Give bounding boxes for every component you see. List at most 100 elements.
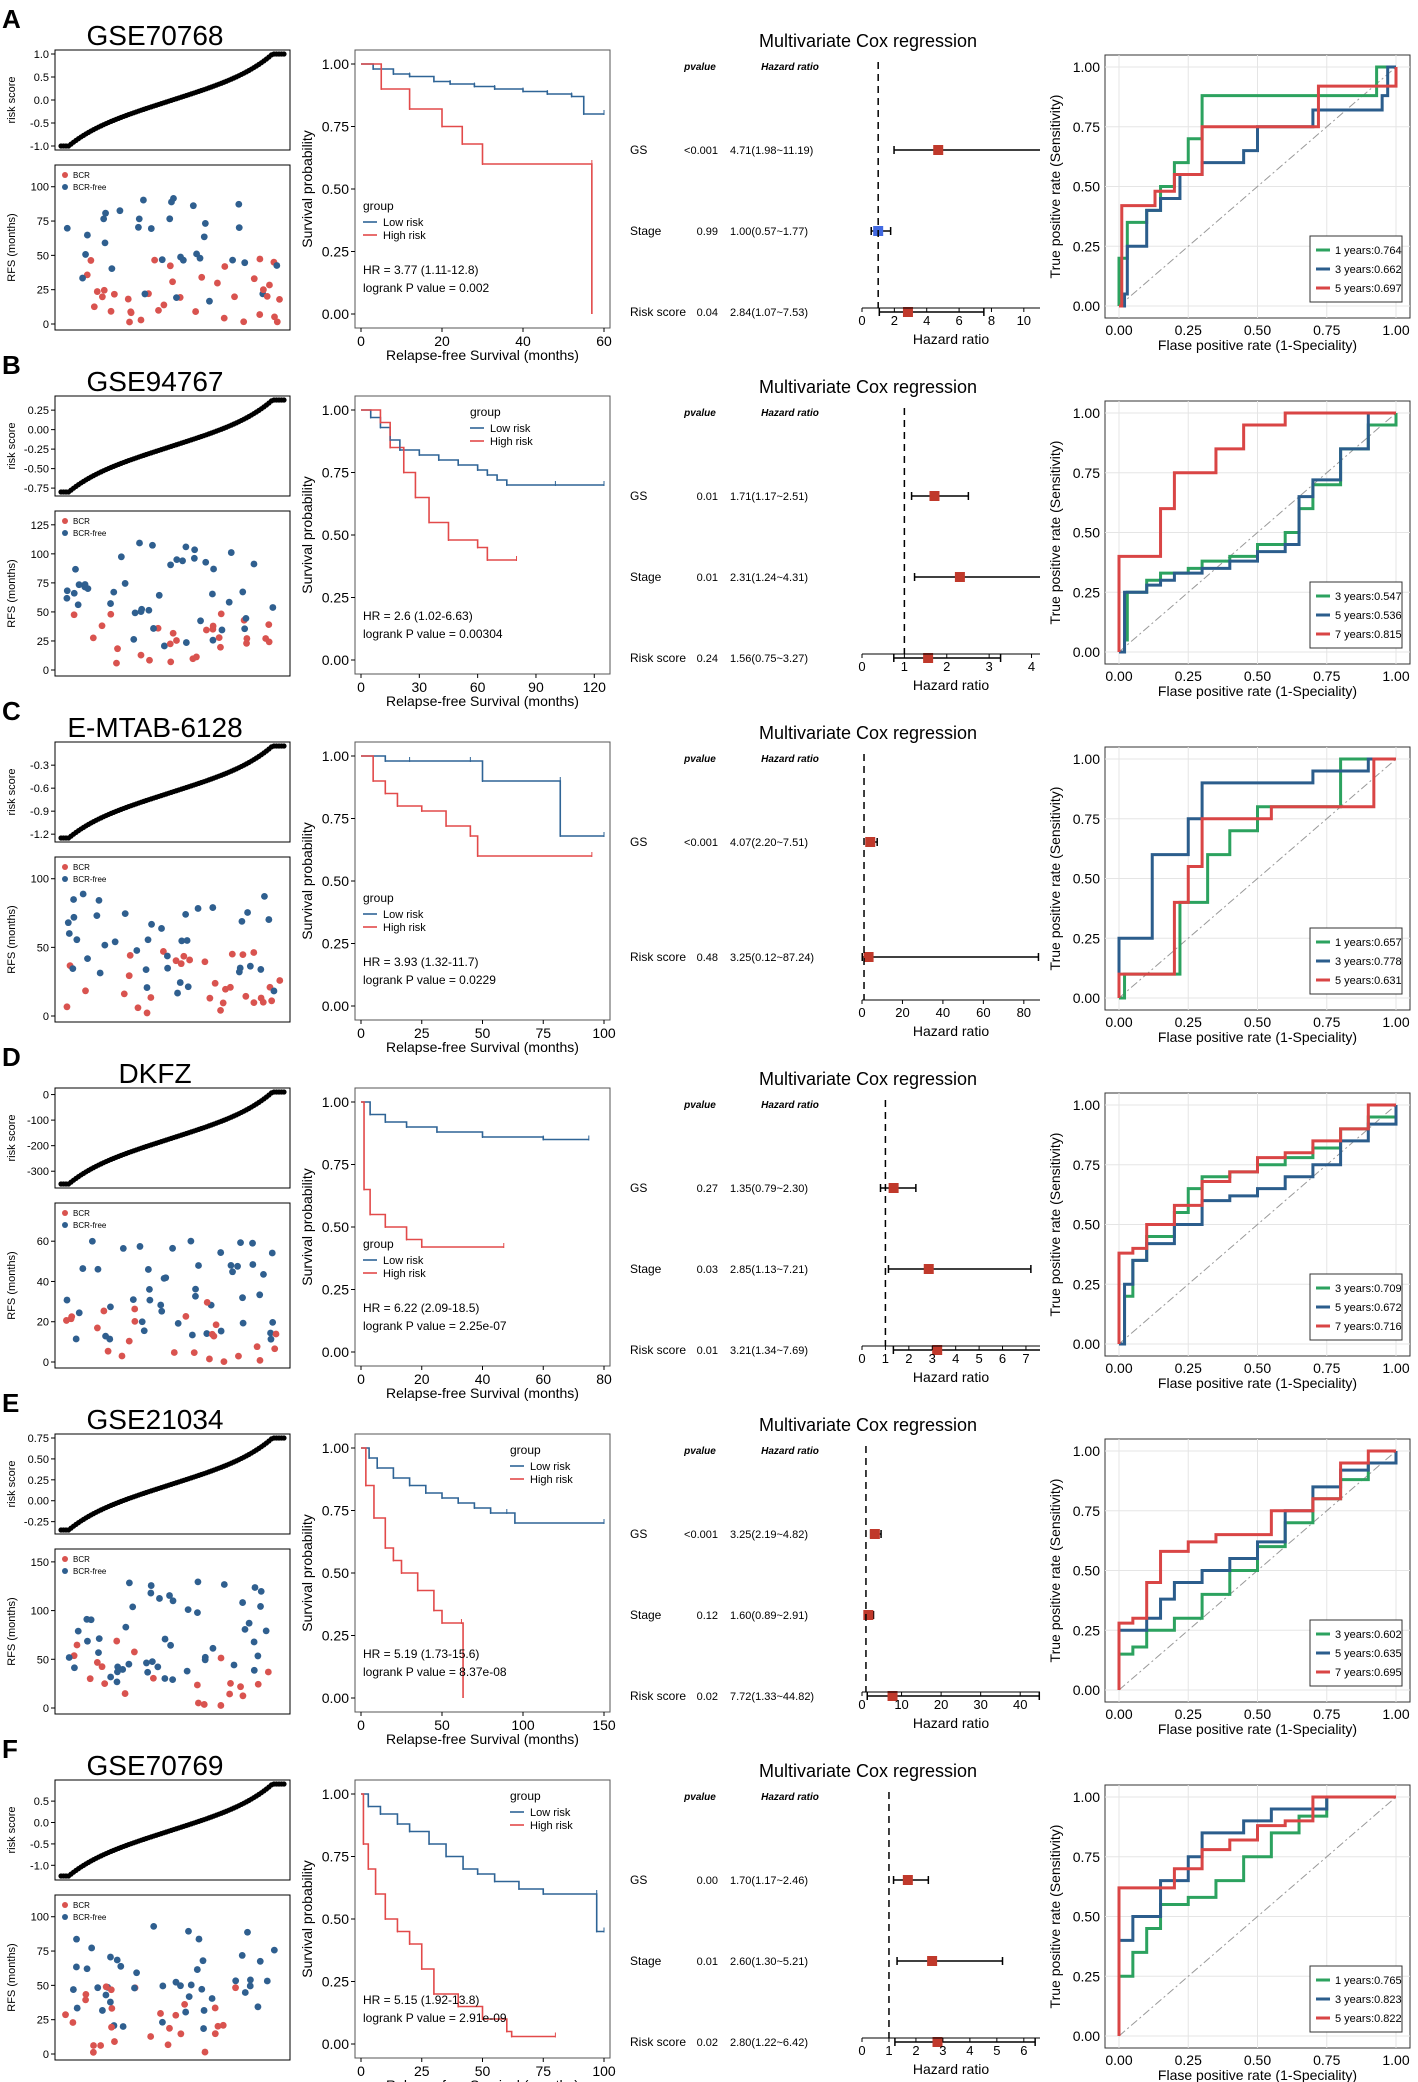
bcr-point (209, 622, 217, 630)
cox-row-hr: 2.31(1.24~4.31) (730, 572, 808, 584)
bcrfree-point (107, 1953, 114, 1961)
bcr-legend-dot (62, 864, 68, 870)
bcr-point (131, 1317, 139, 1325)
bcr-point (137, 651, 145, 659)
cox-estimate-marker (887, 1691, 898, 1701)
bcrfree-point (73, 1963, 80, 1971)
risk-tick-label: 0.50 (28, 1454, 49, 1466)
cox-pvalue-header: pvalue (683, 1446, 716, 1457)
roc-diagonal (1118, 412, 1397, 653)
bcr-point (271, 1345, 279, 1353)
roc-legend-label: 5 years:0.672 (1335, 1302, 1402, 1314)
risk-plot-frame (54, 1779, 291, 1881)
roc-legend-label: 5 years:0.697 (1335, 283, 1402, 295)
bcr-point (82, 1990, 90, 1998)
bcrfree-point (63, 224, 71, 232)
cox-tick-label: 0 (858, 1005, 865, 1020)
roc-ytick-label: 0.25 (1073, 1276, 1100, 1292)
bcrfree-point (71, 1664, 78, 1672)
bcr-point (155, 306, 162, 314)
bcrfree-point (107, 1303, 114, 1311)
roc-ylabel: True positive rate (Sensitivity) (1047, 441, 1063, 625)
rfs-tick-label: 25 (37, 636, 49, 648)
roc-xtick-label: 0.25 (1175, 2052, 1202, 2068)
bcrfree-point (102, 209, 109, 217)
bcr-point (250, 275, 258, 283)
km-logrank-text: logrank P value = 2.25e-07 (363, 1319, 507, 1333)
bcr-point (211, 979, 219, 987)
rfs-tick-label: 50 (37, 607, 49, 619)
roc-ytick-label: 0.50 (1073, 871, 1100, 887)
bcr-point (98, 1663, 106, 1671)
cox-row-pvalue: 0.00 (697, 1875, 718, 1887)
cox-title: Multivariate Cox regression (759, 377, 977, 397)
cox-estimate-marker (888, 1183, 899, 1193)
bcr-point (256, 255, 264, 263)
km-hr-text: HR = 5.15 (1.92-13.8) (363, 1993, 479, 2007)
bcrfree-point (69, 965, 77, 973)
km-legend-high-label: High risk (383, 922, 426, 934)
cox-row-hr: 3.21(1.34~7.69) (730, 1345, 808, 1357)
bcrfree-point (250, 1666, 258, 1674)
rfs-tick-label: 60 (37, 1236, 49, 1248)
rfs-tick-label: 100 (31, 874, 49, 886)
bcrfree-point (256, 1291, 264, 1299)
cox-tick-label: 0 (858, 2043, 865, 2058)
bcrfree-point (117, 553, 125, 561)
roc-curve (1117, 411, 1396, 652)
bcrfree-point (241, 625, 249, 633)
bcr-point (147, 2033, 155, 2040)
bcr-point (177, 2030, 185, 2038)
bcrfree-point (200, 233, 208, 241)
roc-curve (1117, 757, 1396, 998)
bcrfree-point (158, 256, 166, 264)
km-hr-text: HR = 5.19 (1.73-15.6) (363, 1647, 479, 1661)
risk-tick-label: 1.0 (34, 49, 49, 61)
bcrfree-point (203, 1330, 211, 1337)
roc-xtick-label: 0.25 (1175, 1014, 1202, 1030)
risk-tick-label: 0.5 (34, 72, 49, 84)
bcr-point (217, 1702, 225, 1709)
bcr-point (226, 983, 234, 991)
bcrfree-point (192, 1292, 199, 1300)
bcrfree-point (138, 605, 146, 613)
cox-row-pvalue: 0.02 (697, 2037, 718, 2049)
roc-xtick-label: 0.25 (1175, 322, 1202, 338)
roc-legend-label: 7 years:0.695 (1335, 1667, 1402, 1679)
cox-tick-label: 10 (894, 1697, 908, 1712)
roc-ytick-label: 1.00 (1073, 1097, 1100, 1113)
km-xtick-label: 50 (434, 1717, 450, 1733)
panel-letter: A (2, 4, 21, 34)
bcrfree-point (131, 609, 139, 617)
bcr-point (186, 956, 194, 964)
roc-curve (1119, 67, 1398, 308)
roc-xtick-label: 0.25 (1175, 1360, 1202, 1376)
bcrfree-point (94, 1265, 102, 1273)
bcrfree-point (73, 1935, 80, 1943)
bcrfree-point (107, 1673, 115, 1681)
bcrfree-point (113, 1678, 121, 1686)
rfs-tick-label: 100 (31, 182, 49, 194)
cox-tick-label: 0 (858, 1697, 865, 1712)
cox-tick-label: 1 (885, 2043, 892, 2058)
cox-row-name: Stage (630, 1608, 662, 1622)
km-legend-high-label: High risk (530, 1474, 573, 1486)
km-xlabel: Relapse-free Survival (months) (386, 2077, 579, 2082)
cox-tick-label: 20 (895, 1005, 909, 1020)
cox-row-name: Risk score (630, 305, 686, 319)
km-xtick-label: 30 (412, 679, 428, 695)
km-ytick-label: 0.25 (322, 244, 349, 260)
roc-legend-label: 3 years:0.547 (1335, 591, 1402, 603)
km-low-risk-curve (361, 1101, 589, 1141)
bcr-point (89, 2048, 97, 2056)
km-ytick-label: 1.00 (322, 402, 349, 418)
bcr-point (149, 1674, 157, 1682)
bcrfree-point (102, 1332, 109, 1340)
bcr-point (160, 301, 168, 309)
bcr-point (126, 951, 134, 959)
km-xtick-label: 0 (357, 2063, 365, 2079)
cox-row-pvalue: 0.12 (697, 1610, 718, 1622)
roc-xtick-label: 1.00 (1382, 322, 1409, 338)
roc-diagonal (1118, 66, 1397, 307)
panel-letter: B (2, 350, 21, 380)
